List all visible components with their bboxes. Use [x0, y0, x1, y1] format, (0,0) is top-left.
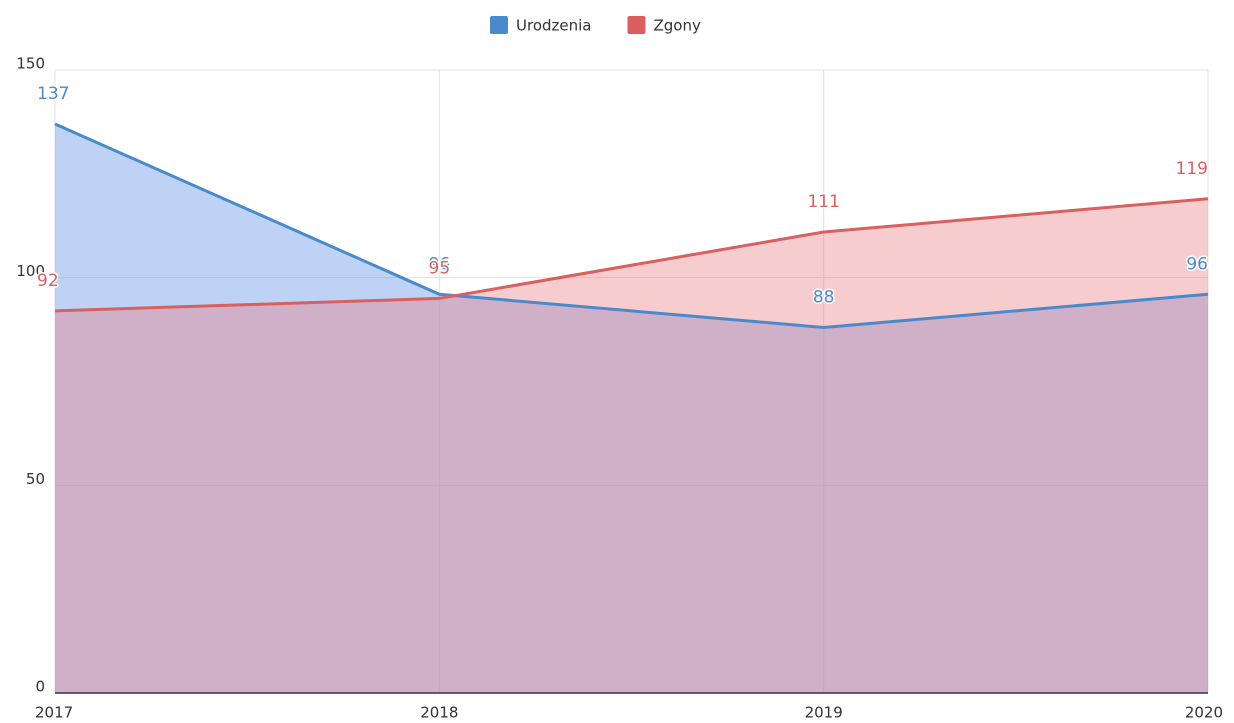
data-label: 88	[813, 288, 835, 308]
x-tick-label: 2019	[805, 704, 843, 722]
legend-label: Urodzenia	[516, 17, 591, 35]
x-tick-label: 2018	[420, 704, 458, 722]
y-tick-label: 150	[16, 55, 45, 73]
data-label: 137	[37, 84, 69, 104]
y-tick-label: 50	[26, 470, 45, 488]
data-label: 119	[1176, 159, 1208, 179]
y-tick-label: 0	[35, 678, 45, 696]
series-line	[54, 122, 1209, 330]
x-tick-label: 2020	[1185, 704, 1223, 722]
area-fill	[55, 198, 1208, 693]
data-label: 92	[37, 271, 59, 291]
data-label: 96	[1186, 254, 1208, 274]
data-label: 111	[807, 192, 839, 212]
legend-swatch	[490, 16, 508, 34]
data-label: 95	[429, 258, 451, 278]
area-fill	[55, 123, 1208, 693]
legend-label: Zgony	[653, 17, 700, 35]
data-label: 96	[429, 254, 451, 274]
series-line	[54, 197, 1209, 313]
x-tick-label: 2017	[35, 704, 73, 722]
legend-swatch	[627, 16, 646, 34]
y-tick-label: 100	[16, 262, 45, 280]
